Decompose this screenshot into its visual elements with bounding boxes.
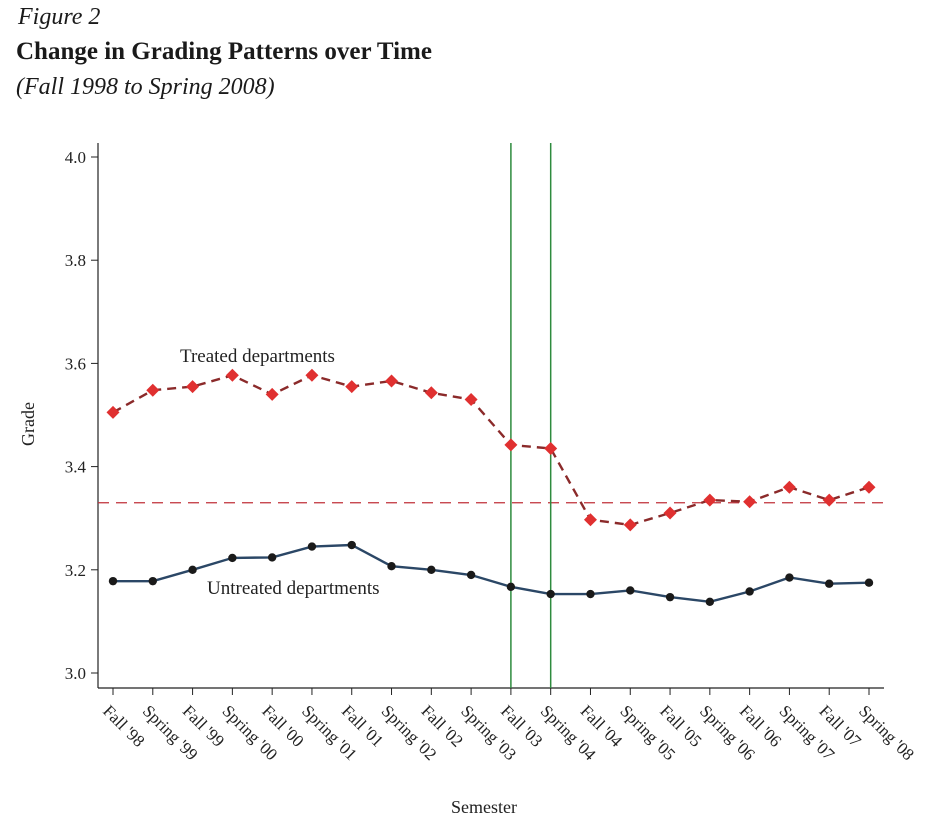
data-point-treated <box>106 405 120 419</box>
y-tick-label: 3.6 <box>65 354 86 373</box>
data-point-treated <box>663 506 677 520</box>
data-point-untreated <box>745 587 754 596</box>
data-point-untreated <box>466 570 476 580</box>
x-tick-label: Spring '08 <box>855 701 918 764</box>
y-tick-label: 3.2 <box>65 561 86 580</box>
x-axis-title: Semester <box>451 797 517 817</box>
data-point-untreated <box>387 561 396 571</box>
data-point-untreated <box>864 578 874 587</box>
y-tick-label: 3.8 <box>65 251 86 270</box>
data-point-untreated <box>705 597 715 606</box>
series-label-untreated: Untreated departments <box>207 578 380 599</box>
figure-title: Change in Grading Patterns over Time <box>16 38 432 65</box>
data-point-untreated <box>825 579 834 588</box>
data-point-treated <box>862 480 876 494</box>
data-point-treated <box>385 374 399 388</box>
data-point-treated <box>504 438 518 452</box>
y-tick-label: 3.4 <box>65 458 87 477</box>
data-point-treated <box>265 387 279 401</box>
data-point-untreated <box>347 540 356 550</box>
series-line-untreated <box>113 543 870 604</box>
data-point-treated <box>225 368 239 382</box>
data-point-untreated <box>267 553 277 562</box>
series-line-treated <box>112 374 870 527</box>
data-point-untreated <box>586 589 595 599</box>
data-point-untreated <box>665 592 675 602</box>
series-label-treated: Treated departments <box>180 346 335 367</box>
x-tick-label: Fall '98 <box>99 701 148 750</box>
figure-subtitle: (Fall 1998 to Spring 2008) <box>16 74 275 100</box>
overlay-lines <box>98 143 884 688</box>
data-point-untreated <box>785 573 794 582</box>
y-tick-label: 4.0 <box>65 148 86 167</box>
data-point-untreated <box>228 553 237 563</box>
data-point-treated <box>186 380 200 394</box>
data-point-untreated <box>546 589 555 599</box>
y-tick-label: 3.0 <box>65 664 86 683</box>
data-point-untreated <box>506 582 516 592</box>
y-axis-title: Grade <box>18 402 38 446</box>
data-point-treated <box>305 368 319 382</box>
data-point-treated <box>743 495 757 509</box>
series-group <box>106 368 876 606</box>
data-point-untreated <box>427 565 436 574</box>
data-point-treated <box>703 493 717 507</box>
data-point-untreated <box>148 576 157 586</box>
data-point-untreated <box>626 586 635 595</box>
data-point-treated <box>146 383 160 397</box>
data-point-treated <box>345 380 359 394</box>
data-point-treated <box>782 480 796 494</box>
figure-label: Figure 2 <box>18 4 101 30</box>
data-point-untreated <box>188 565 197 574</box>
data-point-treated <box>424 386 438 400</box>
data-point-untreated <box>307 542 317 551</box>
data-point-treated <box>822 493 836 507</box>
data-point-treated <box>583 513 597 527</box>
data-point-treated <box>544 442 558 456</box>
data-point-treated <box>623 518 637 532</box>
data-point-untreated <box>108 576 118 586</box>
data-point-treated <box>464 393 478 407</box>
